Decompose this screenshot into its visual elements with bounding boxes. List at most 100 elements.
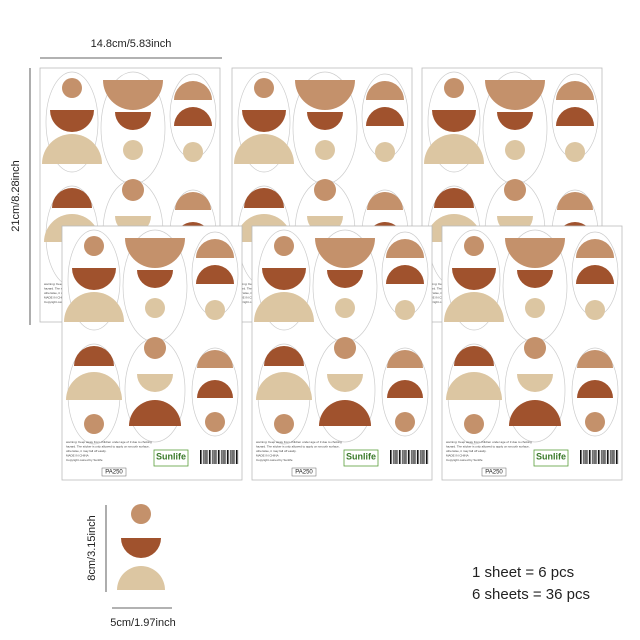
half-circle bbox=[125, 238, 185, 268]
circle bbox=[395, 300, 415, 320]
half-circle bbox=[556, 81, 594, 100]
barcode-bar bbox=[602, 450, 604, 464]
half-circle bbox=[42, 134, 102, 164]
half-circle bbox=[129, 400, 181, 426]
circle bbox=[315, 140, 335, 160]
half-circle bbox=[197, 380, 233, 398]
warning-text: otherwise, it may fall off easily. bbox=[446, 449, 487, 453]
circle bbox=[274, 414, 294, 434]
circle bbox=[504, 179, 526, 201]
warning-text: otherwise, it may fall off easily. bbox=[66, 449, 107, 453]
half-circle bbox=[242, 110, 286, 132]
barcode-bar bbox=[215, 450, 216, 464]
logo-box bbox=[153, 449, 189, 467]
barcode-bar bbox=[417, 450, 419, 464]
half-circle bbox=[517, 374, 553, 392]
barcode-bar bbox=[415, 450, 417, 464]
half-circle bbox=[319, 400, 371, 426]
circle bbox=[334, 337, 356, 359]
barcode-bar bbox=[200, 450, 202, 464]
barcode-bar bbox=[230, 450, 231, 464]
brand: Sunlife bbox=[346, 451, 376, 461]
half-circle bbox=[115, 112, 151, 130]
half-circle bbox=[197, 350, 233, 368]
half-circle bbox=[424, 134, 484, 164]
barcode-bar bbox=[427, 450, 429, 464]
half-circle bbox=[72, 268, 116, 290]
circle bbox=[84, 414, 104, 434]
sheet: warning: Keep away from children under a… bbox=[251, 225, 433, 481]
warning-text: warning: Keep away from children under a… bbox=[66, 440, 152, 444]
die-cut bbox=[257, 229, 311, 331]
half-circle bbox=[485, 80, 545, 110]
circle bbox=[375, 142, 395, 162]
die-cut bbox=[381, 347, 429, 437]
barcode-bar bbox=[420, 450, 421, 464]
barcode-bar bbox=[233, 450, 234, 464]
warning-text: MADE IN CHINA bbox=[66, 453, 89, 457]
half-circle bbox=[244, 188, 284, 208]
barcode-bar bbox=[236, 450, 238, 464]
barcode-bar bbox=[605, 450, 607, 464]
barcode-bar bbox=[599, 450, 601, 464]
barcode-bar bbox=[209, 450, 211, 464]
circle bbox=[123, 140, 143, 160]
half-circle bbox=[454, 346, 494, 366]
barcode-bar bbox=[234, 450, 236, 464]
half-circle bbox=[497, 112, 533, 130]
half-circle bbox=[556, 107, 594, 126]
barcode-bar bbox=[228, 450, 230, 464]
sheet-width-label: 14.8cm/5.83inch bbox=[91, 38, 172, 50]
die-cut bbox=[447, 229, 501, 331]
warning-text: Copyright owned by Sunlife bbox=[66, 458, 103, 462]
half-circle bbox=[386, 265, 424, 284]
barcode-bar bbox=[426, 450, 428, 464]
barcode-bar bbox=[604, 450, 605, 464]
barcode-bar bbox=[219, 450, 221, 464]
barcode-bar bbox=[592, 450, 593, 464]
circle bbox=[464, 236, 484, 256]
barcode-bar bbox=[237, 450, 239, 464]
half-circle bbox=[577, 350, 613, 368]
circle bbox=[84, 236, 104, 256]
half-circle bbox=[174, 81, 212, 100]
barcode-bar bbox=[611, 450, 613, 464]
die-cut bbox=[67, 229, 121, 331]
die-cut bbox=[191, 347, 239, 437]
brand: Sunlife bbox=[156, 451, 186, 461]
half-circle bbox=[52, 188, 92, 208]
barcode-bar bbox=[221, 450, 222, 464]
barcode-bar bbox=[216, 450, 218, 464]
warning-text: Copyright owned by Sunlife bbox=[446, 458, 483, 462]
warning-text: MADE IN CHINA bbox=[426, 295, 449, 299]
half-circle bbox=[307, 112, 343, 130]
barcode-bar bbox=[201, 450, 203, 464]
half-circle bbox=[366, 81, 404, 100]
half-circle bbox=[50, 110, 94, 132]
barcode-bar bbox=[406, 450, 408, 464]
circle bbox=[183, 142, 203, 162]
warning-text: otherwise, it may fall off easily. bbox=[256, 449, 297, 453]
barcode-bar bbox=[580, 450, 582, 464]
barcode-bar bbox=[589, 450, 591, 464]
die-cut bbox=[427, 71, 481, 173]
half-circle bbox=[315, 238, 375, 268]
product-code: PA250 bbox=[295, 470, 313, 476]
half-circle bbox=[367, 192, 403, 210]
barcode-bar bbox=[613, 450, 614, 464]
circle bbox=[585, 412, 605, 432]
circle bbox=[505, 140, 525, 160]
half-circle bbox=[295, 80, 355, 110]
circle bbox=[335, 298, 355, 318]
barcode-bar bbox=[608, 450, 610, 464]
code-box bbox=[291, 467, 317, 477]
half-circle bbox=[576, 265, 614, 284]
half-circle bbox=[576, 239, 614, 258]
logo-box bbox=[533, 449, 569, 467]
circle bbox=[205, 300, 225, 320]
circle bbox=[444, 78, 464, 98]
half-circle bbox=[196, 239, 234, 258]
barcode-bar bbox=[212, 450, 213, 464]
warning-text: warning: Keep away from children under a… bbox=[256, 440, 342, 444]
